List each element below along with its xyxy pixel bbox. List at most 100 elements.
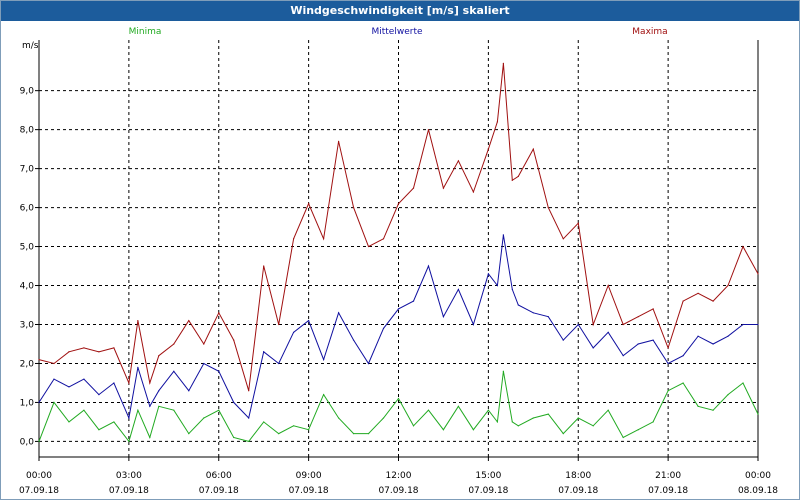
x-tick-label-date: 08.09.18 — [738, 486, 778, 496]
data-point-maxima — [562, 238, 564, 240]
data-point-mittelwerte — [137, 366, 139, 368]
data-point-minima — [68, 421, 70, 423]
x-tick-label-time: 03:00 — [116, 471, 142, 481]
y-tick-label: 9,0 — [20, 87, 35, 97]
data-point-mittelwerte — [682, 355, 684, 357]
data-point-minima — [562, 433, 564, 435]
data-point-minima — [149, 436, 151, 439]
data-point-maxima — [173, 343, 175, 345]
y-tick-label: 1,0 — [20, 398, 35, 408]
data-point-minima — [511, 421, 513, 423]
data-point-maxima — [637, 316, 639, 318]
data-point-mittelwerte — [352, 339, 355, 341]
x-tick-label-date: 07.09.18 — [648, 486, 688, 496]
data-point-mittelwerte — [278, 362, 280, 365]
data-point-mittelwerte — [382, 327, 385, 329]
data-point-maxima — [233, 339, 235, 341]
data-point-minima — [622, 436, 624, 439]
data-point-minima — [158, 405, 160, 407]
data-point-minima — [592, 425, 594, 427]
x-tick-label-time: 18:00 — [565, 471, 591, 481]
data-point-maxima — [727, 284, 729, 287]
data-point-minima — [337, 417, 340, 419]
data-point-mittelwerte — [742, 323, 744, 326]
data-point-maxima — [323, 238, 325, 240]
data-point-maxima — [412, 187, 415, 189]
data-point-maxima — [667, 347, 669, 349]
x-tick-label-time: 09:00 — [296, 471, 322, 481]
y-tick-label: 7,0 — [20, 165, 35, 175]
data-point-minima — [293, 425, 295, 427]
data-point-minima — [203, 417, 205, 419]
y-tick-label: 5,0 — [20, 243, 35, 253]
data-point-mittelwerte — [248, 417, 250, 419]
data-point-mittelwerte — [427, 265, 430, 267]
data-point-minima — [637, 429, 639, 431]
data-point-mittelwerte — [547, 316, 549, 318]
data-point-maxima — [203, 343, 205, 345]
data-point-mittelwerte — [337, 312, 340, 314]
data-point-minima — [38, 440, 40, 443]
data-point-mittelwerte — [532, 312, 534, 314]
data-point-maxima — [496, 121, 498, 123]
data-point-minima — [502, 370, 504, 372]
data-point-minima — [233, 436, 235, 439]
data-point-mittelwerte — [128, 417, 130, 419]
data-point-minima — [263, 421, 265, 423]
data-point-maxima — [511, 179, 513, 181]
data-point-minima — [442, 429, 445, 431]
data-point-minima — [352, 433, 355, 435]
data-point-maxima — [607, 284, 609, 287]
data-point-maxima — [158, 355, 160, 357]
data-point-mittelwerte — [323, 358, 325, 361]
data-point-minima — [427, 409, 430, 411]
data-point-minima — [323, 394, 325, 396]
data-point-mittelwerte — [652, 339, 654, 341]
data-point-maxima — [218, 312, 220, 314]
data-point-maxima — [382, 238, 385, 240]
data-point-mittelwerte — [727, 335, 729, 337]
data-point-maxima — [742, 245, 744, 248]
data-point-mittelwerte — [149, 405, 151, 407]
data-point-minima — [652, 421, 654, 423]
data-point-maxima — [38, 358, 40, 361]
data-point-mittelwerte — [592, 347, 594, 349]
legend-mittelwerte: Mittelwerte — [371, 27, 422, 37]
data-point-maxima — [472, 191, 474, 193]
data-point-mittelwerte — [218, 370, 220, 372]
x-tick-label-date: 07.09.18 — [109, 486, 149, 496]
data-point-maxima — [113, 347, 115, 349]
data-point-mittelwerte — [757, 323, 759, 326]
data-point-maxima — [278, 323, 280, 326]
data-point-mittelwerte — [173, 370, 175, 372]
data-point-maxima — [98, 351, 100, 353]
series-line-minima — [38, 371, 759, 443]
data-point-minima — [607, 409, 609, 411]
data-point-minima — [367, 433, 370, 435]
data-point-maxima — [547, 206, 549, 209]
data-point-mittelwerte — [412, 300, 415, 302]
x-tick-label-time: 15:00 — [475, 471, 501, 481]
y-axis-label: m/s — [22, 41, 39, 51]
data-point-maxima — [592, 323, 594, 326]
data-point-mittelwerte — [263, 351, 265, 353]
data-point-minima — [128, 440, 130, 443]
data-point-mittelwerte — [607, 331, 609, 333]
data-point-maxima — [137, 319, 139, 322]
data-point-maxima — [532, 148, 534, 150]
y-tick-label: 0,0 — [20, 437, 35, 447]
data-point-mittelwerte — [511, 288, 513, 291]
data-point-mittelwerte — [712, 343, 714, 345]
data-point-maxima — [188, 319, 190, 322]
series-line-maxima — [38, 63, 759, 391]
data-point-maxima — [128, 382, 130, 384]
x-tick-label-time: 12:00 — [386, 471, 412, 481]
data-point-minima — [188, 433, 190, 435]
data-point-maxima — [293, 238, 295, 240]
data-point-mittelwerte — [442, 316, 445, 318]
data-point-mittelwerte — [113, 382, 115, 384]
data-point-mittelwerte — [83, 378, 85, 380]
data-point-minima — [697, 405, 699, 407]
data-point-mittelwerte — [517, 304, 519, 306]
data-point-minima — [727, 394, 729, 396]
